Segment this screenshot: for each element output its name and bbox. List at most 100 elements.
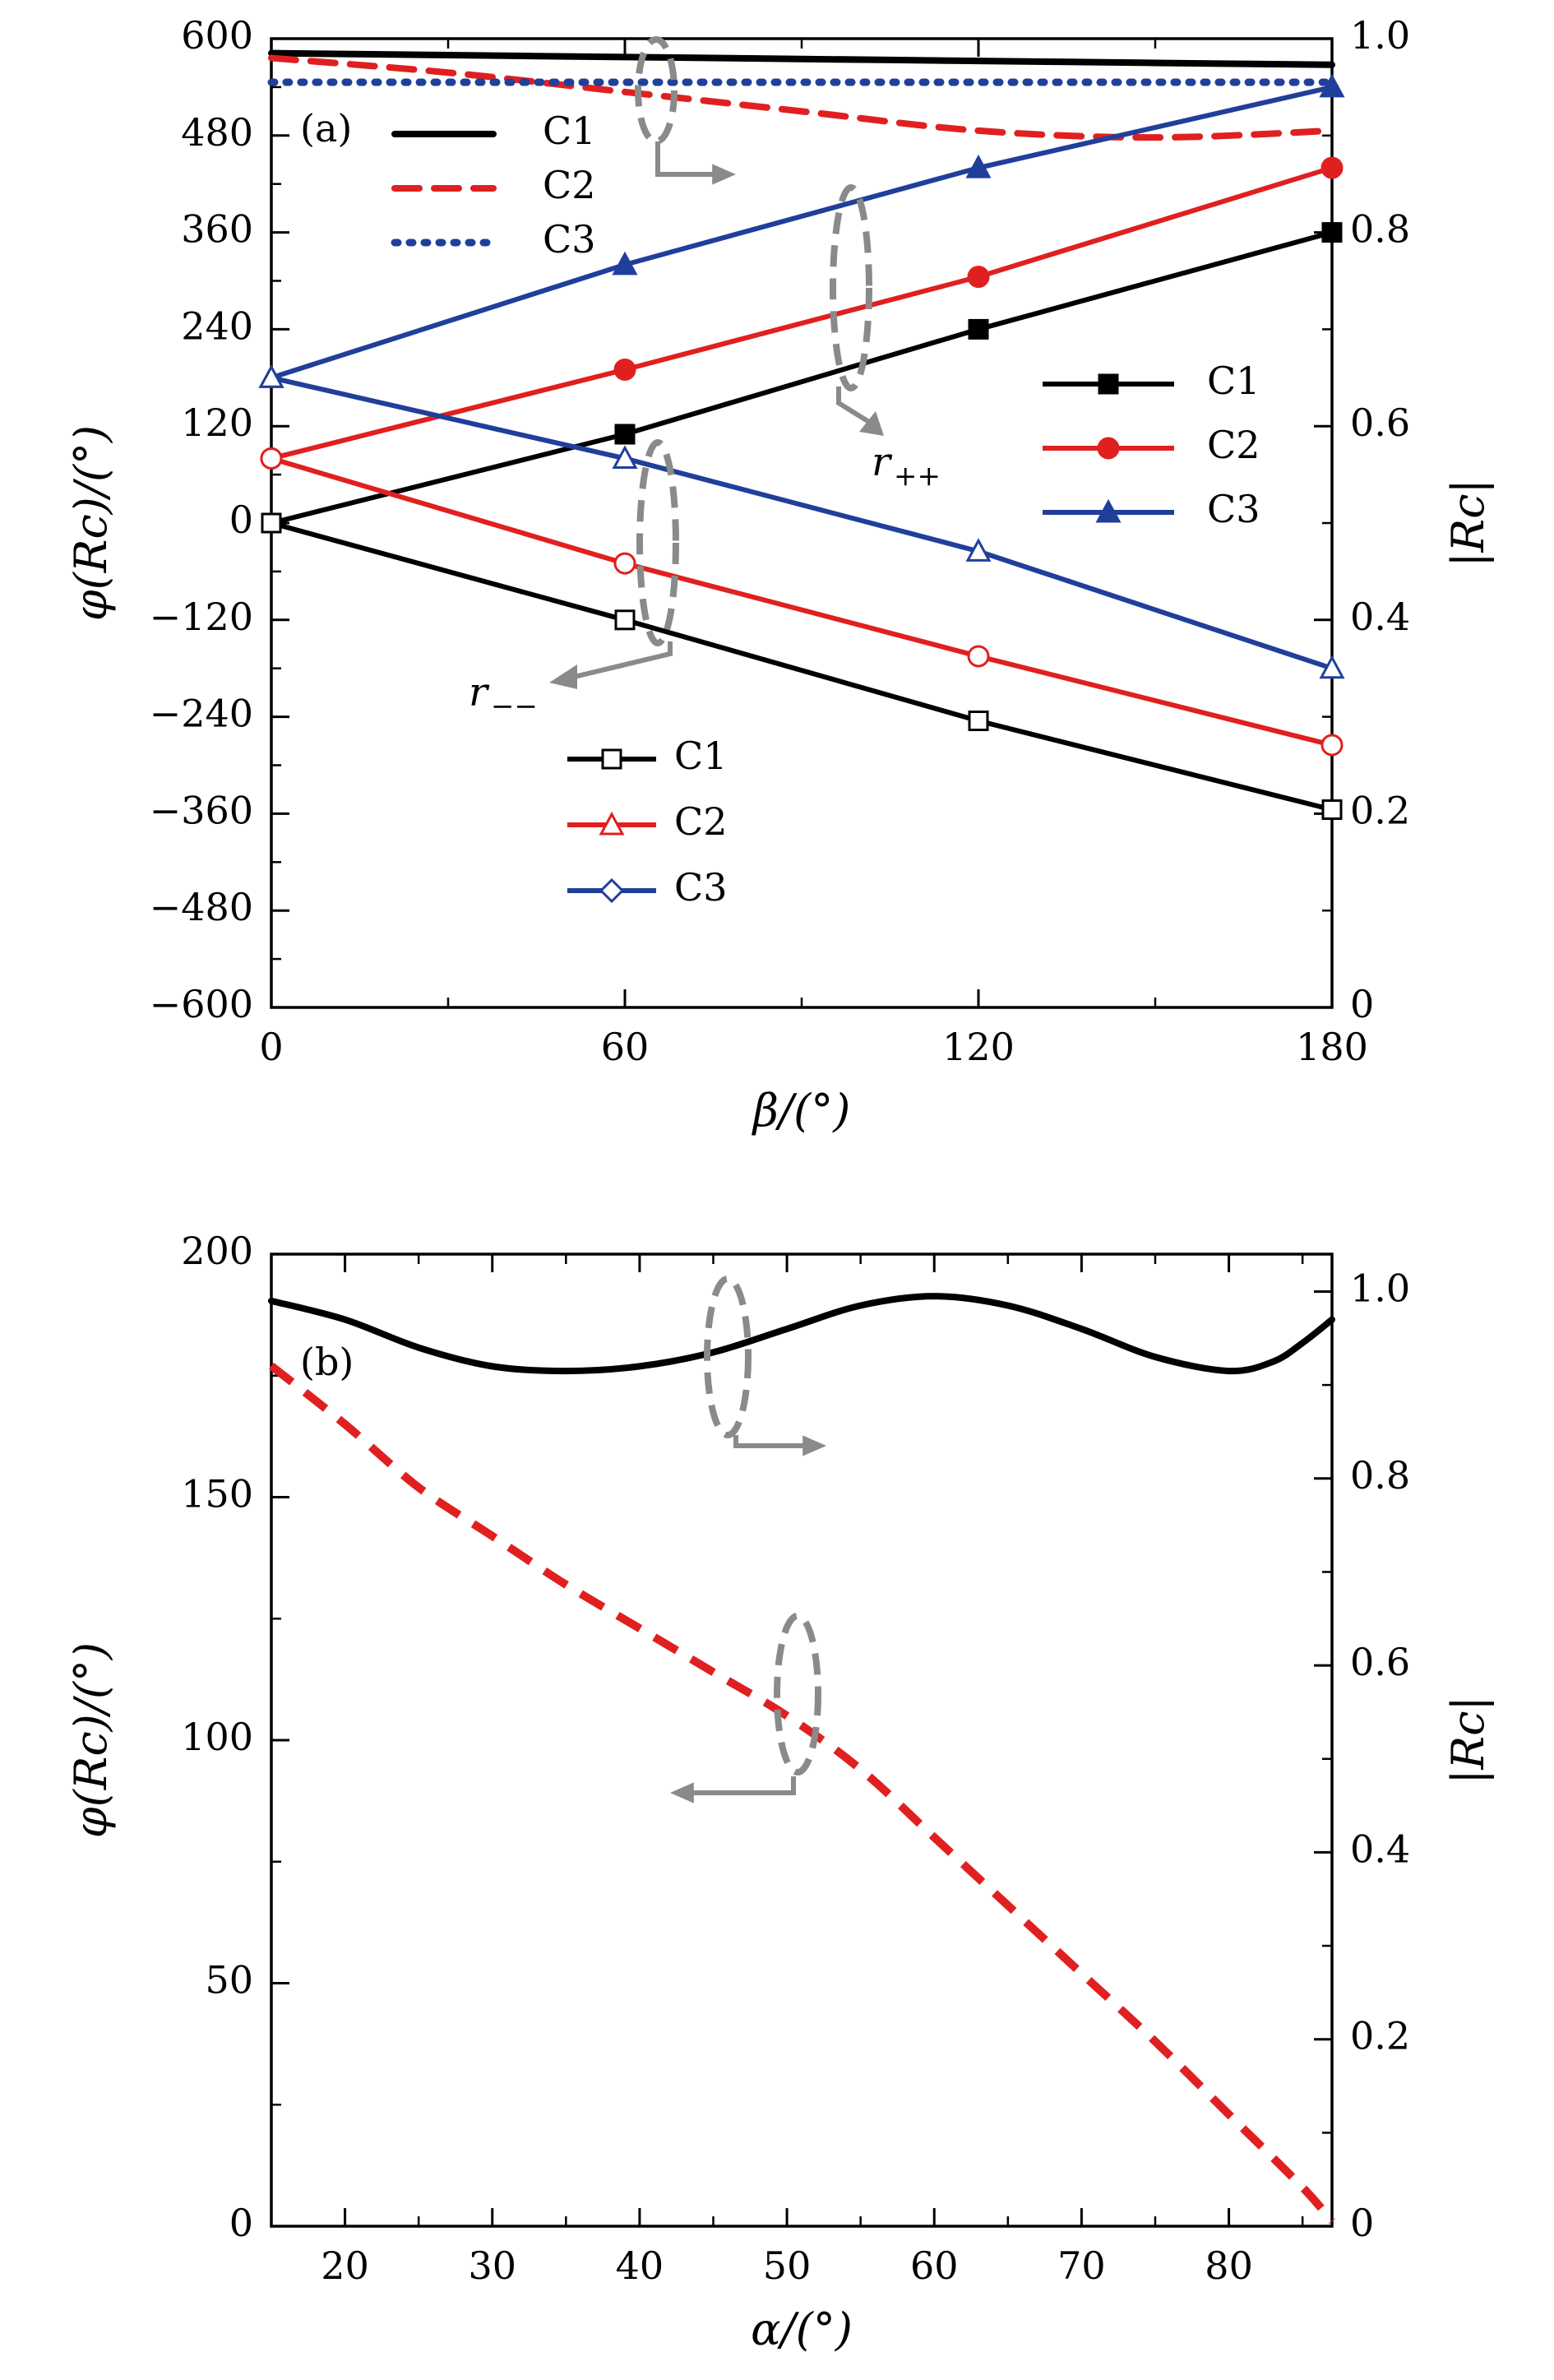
phase-rmm-point-c1 — [261, 512, 282, 534]
y-right-tick-label: 0.2 — [1350, 2014, 1410, 2058]
annotation-r-mm: r −− — [469, 669, 538, 724]
legend-magnitude-label-c2: C2 — [543, 163, 595, 207]
y-left-tick-label: 50 — [205, 1958, 253, 2003]
x-tick-label: 60 — [601, 1025, 650, 1069]
legend-magnitude: C1 C2 C3 — [391, 109, 595, 262]
legend-rmm-label-c3: C3 — [674, 865, 727, 910]
x-tick-label: 20 — [321, 2243, 369, 2288]
y-right-tick-label: 0.6 — [1350, 401, 1410, 445]
ellipse-magnitude — [635, 36, 678, 145]
legend-rpp-marker-c1 — [1098, 373, 1119, 395]
y-left-tick-label: 0 — [229, 498, 253, 542]
annotation-r-pp-sub: ++ — [894, 460, 941, 493]
x-tick-label: 40 — [616, 2243, 664, 2288]
y-right-tick-label: 0 — [1350, 982, 1374, 1026]
arrow-head — [859, 411, 884, 436]
ellipse-rpp — [830, 184, 872, 391]
legend-rpp-label-c3: C3 — [1207, 487, 1260, 531]
phase-rpp-point-c3 — [612, 251, 638, 276]
x-tick-label: 0 — [259, 1025, 283, 1069]
y-left-tick-label: 120 — [181, 401, 253, 445]
y-left-tick-label: −360 — [150, 788, 253, 832]
arrow-head — [712, 164, 736, 185]
phase-rmm-line-c3 — [271, 375, 1333, 671]
phase-rmm-point-c3 — [612, 445, 638, 469]
x-tick-label: 80 — [1205, 2243, 1253, 2288]
legend-rmm-label-c1: C1 — [674, 734, 727, 778]
x-axis-label: β/(°) — [752, 1085, 851, 1137]
annotation-r-mm-sub: −− — [491, 690, 538, 723]
phase-rmm-point-c3 — [965, 538, 992, 562]
legend-rpp-label-c1: C1 — [1207, 359, 1260, 403]
legend-magnitude-label-c1: C1 — [543, 109, 595, 153]
legend-rmm-marker-c3 — [599, 877, 625, 904]
legend-rmm-label-c2: C2 — [674, 799, 727, 844]
arrow-rmm — [567, 641, 673, 681]
phase-rmm-point-c3 — [1319, 655, 1345, 679]
x-tick-label: 120 — [942, 1025, 1015, 1069]
y-right-tick-label: 0.6 — [1350, 1640, 1410, 1684]
y-left-tick-label: −240 — [150, 692, 253, 736]
y-right-tick-label: 0.4 — [1350, 1827, 1410, 1871]
legend-r-pp: C1 C2 C3 — [1043, 359, 1260, 531]
y-left-tick-label: −480 — [150, 885, 253, 929]
arrow-head — [802, 1435, 826, 1456]
annotation-r-pp: r ++ — [872, 439, 941, 493]
y-left-tick-label: −600 — [150, 982, 253, 1026]
y-left-tick-label: 600 — [181, 13, 253, 58]
annotation-r-pp-main: r — [872, 439, 893, 485]
magnitude-line-b — [268, 1293, 1335, 1375]
phase-rmm-point-c1 — [614, 609, 636, 631]
phase-rmm-point-c2 — [260, 447, 283, 470]
y-left-tick-label: 360 — [181, 207, 253, 252]
phase-rmm-point-c2 — [613, 552, 636, 575]
y-right-tick-label: 0.4 — [1350, 595, 1410, 639]
arrow-rpp — [836, 387, 873, 426]
phase-rpp-line-c2 — [271, 165, 1333, 461]
legend-magnitude-label-c3: C3 — [543, 217, 595, 262]
panel-a: 0 60 120 180 600 480 360 240 120 0 −120 −240 −360 −48… — [65, 13, 1494, 1137]
phase-rmm-point-c1 — [968, 711, 989, 732]
y-right-axis-label: |Rc| — [1442, 479, 1494, 567]
y-left-axis-label: φ(Rc)/(°) — [65, 1642, 117, 1838]
phase-rpp-point-c2 — [613, 358, 636, 381]
annotation-r-mm-main: r — [469, 669, 490, 715]
legend-rmm-marker-c1 — [601, 748, 622, 770]
x-tick-label: 50 — [763, 2243, 812, 2288]
y-right-tick-label: 0.8 — [1350, 207, 1410, 252]
y-right-tick-label: 1.0 — [1350, 1266, 1410, 1310]
x-axis-label: α/(°) — [751, 2304, 853, 2355]
ellipse-phase-b — [774, 1613, 821, 1776]
phase-rmm-line-c1 — [271, 521, 1333, 813]
annotations-b — [670, 1276, 826, 1804]
y-left-tick-label: 100 — [181, 1715, 253, 1759]
y-left-tick-label: 0 — [229, 2201, 253, 2245]
plot-frame — [270, 37, 1334, 1009]
plot-frame — [270, 1253, 1334, 2228]
x-tick-label: 60 — [910, 2243, 959, 2288]
phase-rmm-point-c3 — [258, 364, 284, 388]
y-right-tick-label: 1.0 — [1350, 13, 1410, 58]
legend-rpp-marker-c2 — [1097, 437, 1120, 460]
annotations-a: r ++r −− — [469, 36, 941, 724]
legend-rpp-label-c2: C2 — [1207, 423, 1260, 467]
phase-line-b — [268, 1363, 1335, 2225]
legend-rpp-marker-c3 — [1095, 498, 1122, 523]
y-right-axis-label: |Rc| — [1442, 1696, 1494, 1784]
magnitude-line-c2 — [268, 54, 1335, 141]
phase-rmm-point-c2 — [1320, 734, 1344, 757]
phase-rmm-point-c1 — [1321, 799, 1343, 820]
panel-b: 20 30 40 50 60 70 80 200 150 100 50 0 1.0 0.8 0.6 0.4 0.… — [65, 1229, 1494, 2355]
y-left-tick-label: 200 — [181, 1229, 253, 1273]
x-tick-label: 180 — [1296, 1025, 1368, 1069]
x-tick-label: 30 — [468, 2243, 516, 2288]
y-right-tick-label: 0 — [1350, 2201, 1374, 2245]
y-left-tick-label: −120 — [150, 595, 253, 639]
panel-label-b: (b) — [300, 1340, 354, 1384]
phase-rpp-point-c1 — [614, 424, 636, 445]
x-tick-label: 70 — [1057, 2243, 1106, 2288]
phase-rpp-point-c1 — [1321, 222, 1343, 243]
phase-rpp-point-c3 — [1319, 73, 1345, 98]
y-left-axis-label: φ(Rc)/(°) — [65, 425, 117, 621]
legend-r-mm: C1 C2 C3 — [567, 734, 727, 910]
